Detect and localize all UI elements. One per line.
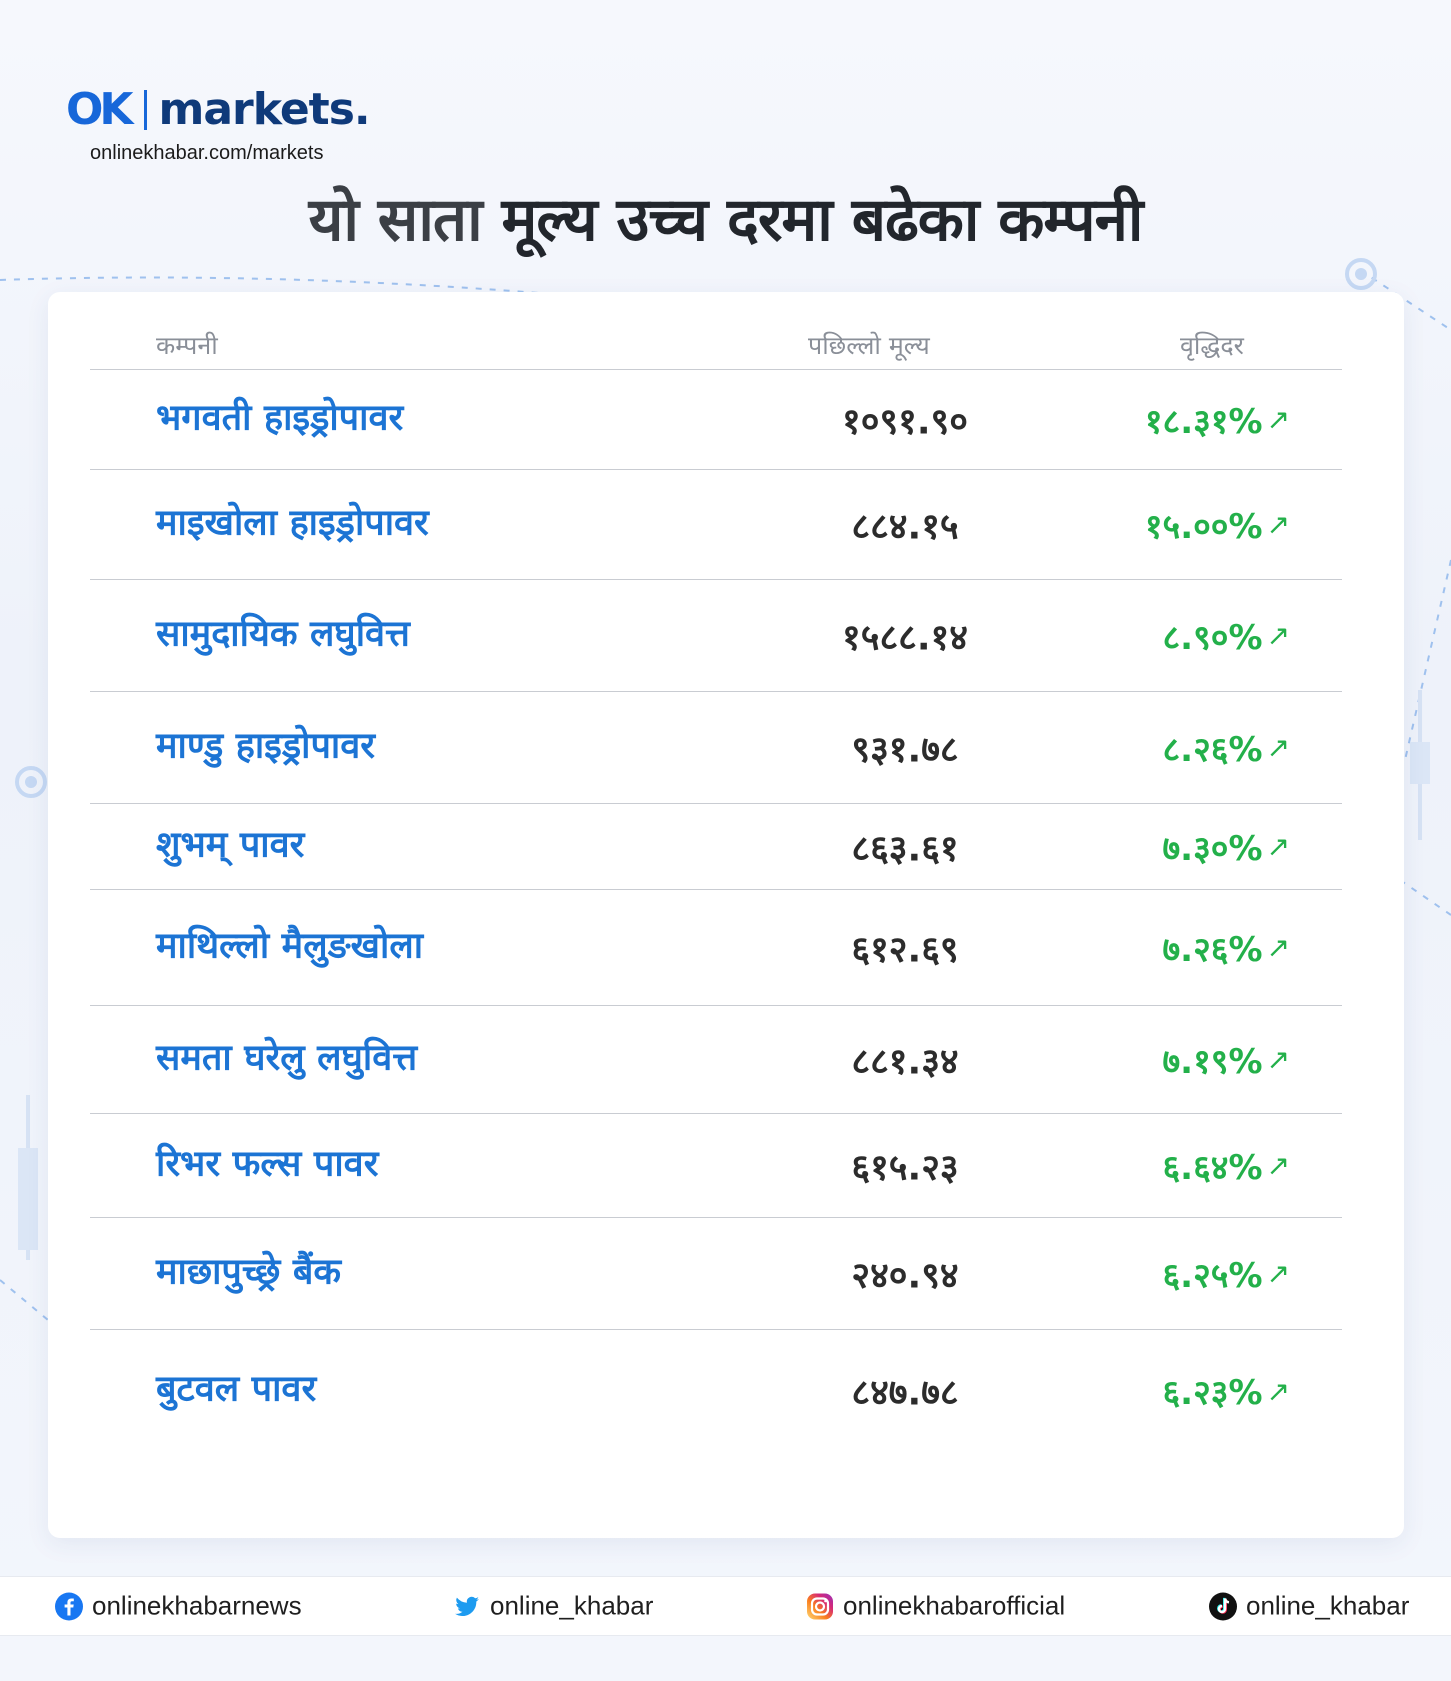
table-row[interactable]: भगवती हाइड्रोपावर १०९१.९० १८.३१% ↗	[90, 370, 1342, 470]
growth-rate: ६.२३% ↗	[1163, 1368, 1291, 1414]
table-row[interactable]: सामुदायिक लघुवित्त १५८८.१४ ८.९०% ↗	[90, 580, 1342, 692]
twitter-handle: online_khabar	[490, 1590, 654, 1621]
tiktok-link[interactable]: online_khabar	[1208, 1591, 1409, 1622]
company-name[interactable]: रिभर फल्स पावर	[156, 1143, 379, 1185]
growth-value: ७.२६%	[1162, 929, 1263, 970]
header-growth: वृद्धिदर	[1180, 331, 1244, 360]
table-row[interactable]: माछापुच्छ्रे बैंक २४०.९४ ६.२५% ↗	[90, 1218, 1342, 1330]
title-bold: मूल्य उच्च दरमा बढेका कम्पनी	[501, 185, 1144, 255]
last-price: ८४७.७८	[851, 1372, 959, 1414]
growth-rate: ७.१९% ↗	[1163, 1037, 1291, 1083]
growth-rate: ८.९०% ↗	[1163, 613, 1291, 659]
table-row[interactable]: माइखोला हाइड्रोपावर ८८४.१५ १५.००% ↗	[90, 470, 1342, 580]
arrow-up-right-icon: ↗	[1266, 1374, 1290, 1408]
twitter-link[interactable]: online_khabar	[452, 1591, 653, 1622]
growth-value: ८.२६%	[1162, 729, 1263, 770]
last-price: १०९१.९०	[842, 401, 968, 442]
brand-block: OK markets. onlinekhabar.com/markets	[66, 82, 371, 165]
last-price: ९३१.७८	[851, 729, 959, 770]
growth-rate: १८.३१% ↗	[1145, 397, 1290, 443]
arrow-up-right-icon: ↗	[1266, 508, 1290, 541]
growth-value: ६.२५%	[1162, 1255, 1263, 1296]
table-row[interactable]: बुटवल पावर ८४७.७८ ६.२३% ↗	[90, 1330, 1342, 1452]
logo-separator	[143, 90, 147, 130]
logo-mark: OK	[66, 84, 133, 135]
facebook-handle: onlinekhabarnews	[92, 1590, 302, 1621]
table-row[interactable]: शुभम् पावर ८६३.६१ ७.३०% ↗	[90, 804, 1342, 890]
company-name[interactable]: माइखोला हाइड्रोपावर	[156, 502, 429, 544]
title-light: यो साता	[308, 185, 502, 255]
header-company: कम्पनी	[156, 331, 218, 360]
growth-rate: ७.२६% ↗	[1163, 925, 1291, 971]
instagram-link[interactable]: onlinekhabarofficial	[805, 1591, 1065, 1622]
company-name[interactable]: बुटवल पावर	[156, 1368, 317, 1410]
arrow-up-right-icon: ↗	[1266, 403, 1290, 436]
arrow-up-right-icon: ↗	[1266, 619, 1290, 652]
page-title: यो साता मूल्य उच्च दरमा बढेका कम्पनी	[0, 176, 1451, 258]
growth-rate: ६.६४% ↗	[1163, 1143, 1291, 1189]
facebook-link[interactable]: onlinekhabarnews	[54, 1591, 302, 1622]
growth-rate: १५.००% ↗	[1145, 502, 1290, 548]
company-name[interactable]: माथिल्लो मैलुङखोला	[156, 925, 424, 967]
growth-value: १८.३१%	[1144, 401, 1263, 442]
table-row[interactable]: माथिल्लो मैलुङखोला ६१२.६९ ७.२६% ↗	[90, 890, 1342, 1006]
arrow-up-right-icon: ↗	[1266, 1257, 1290, 1290]
growth-value: ६.६४%	[1162, 1147, 1263, 1188]
growth-value: ८.९०%	[1162, 617, 1263, 658]
gainers-table-card: कम्पनी पछिल्लो मूल्य वृद्धिदर भगवती हाइड…	[48, 292, 1404, 1538]
logo-wordmark: markets.	[158, 84, 371, 135]
header-last-price: पछिल्लो मूल्य	[808, 331, 930, 360]
table-row[interactable]: रिभर फल्स पावर ६१५.२३ ६.६४% ↗	[90, 1114, 1342, 1218]
social-footer: onlinekhabarnews online_khabar onlinekha…	[0, 1576, 1451, 1636]
arrow-up-right-icon: ↗	[1266, 1149, 1290, 1182]
growth-rate: ७.३०% ↗	[1163, 824, 1291, 870]
last-price: १५८८.१४	[842, 617, 968, 658]
last-price: ८८४.१५	[851, 506, 959, 547]
table-row[interactable]: माण्डु हाइड्रोपावर ९३१.७८ ८.२६% ↗	[90, 692, 1342, 804]
company-name[interactable]: भगवती हाइड्रोपावर	[156, 397, 404, 439]
arrow-up-right-icon: ↗	[1266, 731, 1290, 764]
company-name[interactable]: माण्डु हाइड्रोपावर	[156, 725, 375, 767]
last-price: ६१५.२३	[851, 1147, 959, 1188]
growth-value: १५.००%	[1144, 506, 1263, 547]
company-name[interactable]: शुभम् पावर	[156, 824, 305, 866]
last-price: ६१२.६९	[851, 929, 959, 970]
tiktok-handle: online_khabar	[1246, 1590, 1410, 1621]
site-url[interactable]: onlinekhabar.com/markets	[90, 142, 324, 164]
last-price: ८८१.३४	[851, 1041, 959, 1082]
last-price: २४०.९४	[851, 1255, 959, 1296]
table-header: कम्पनी पछिल्लो मूल्य वृद्धिदर	[90, 328, 1342, 370]
instagram-handle: onlinekhabarofficial	[843, 1590, 1066, 1621]
arrow-up-right-icon: ↗	[1266, 830, 1290, 863]
tiktok-icon	[1209, 1592, 1237, 1620]
growth-value: ६.२३%	[1162, 1373, 1263, 1413]
company-name[interactable]: सामुदायिक लघुवित्त	[156, 613, 410, 655]
arrow-up-right-icon: ↗	[1266, 1043, 1290, 1076]
instagram-icon	[807, 1593, 833, 1619]
growth-rate: ६.२५% ↗	[1163, 1251, 1291, 1297]
logo[interactable]: OK markets.	[66, 82, 371, 138]
growth-rate: ८.२६% ↗	[1163, 725, 1291, 771]
company-name[interactable]: माछापुच्छ्रे बैंक	[156, 1251, 342, 1293]
last-price: ८६३.६१	[851, 828, 959, 869]
facebook-icon	[55, 1592, 83, 1620]
growth-value: ७.१९%	[1162, 1041, 1263, 1082]
table-row[interactable]: समता घरेलु लघुवित्त ८८१.३४ ७.१९% ↗	[90, 1006, 1342, 1114]
company-name[interactable]: समता घरेलु लघुवित्त	[156, 1037, 418, 1079]
arrow-up-right-icon: ↗	[1266, 931, 1290, 964]
twitter-icon	[455, 1596, 479, 1616]
growth-value: ७.३०%	[1162, 828, 1263, 869]
